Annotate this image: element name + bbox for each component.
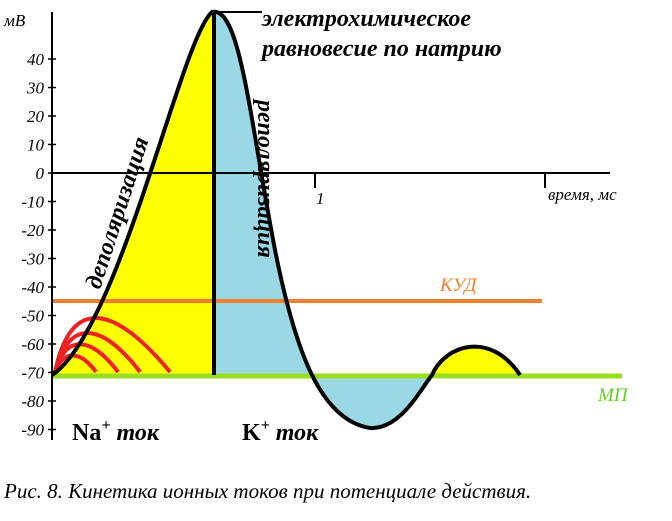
- y-tick-label: -20: [21, 221, 44, 240]
- annotation: реполяризация: [252, 98, 278, 258]
- word: ток: [116, 420, 159, 446]
- y-tick-label: -90: [21, 421, 44, 440]
- y-tick-label: 40: [27, 50, 45, 69]
- y-tick-label: -60: [21, 335, 44, 354]
- action-potential-curve: [50, 9, 522, 431]
- sodium-current: Na+ ток: [72, 417, 160, 446]
- y-tick-label: -50: [21, 307, 44, 326]
- y-tick-label: 10: [27, 136, 45, 155]
- y-ticks: 40 30 20 10 0 -10 -20 -30 -40 -50 -60 -70 -80 -90: [21, 50, 56, 440]
- y-tick-label: -10: [21, 193, 44, 212]
- y-tick-label: 0: [36, 164, 45, 183]
- y-tick-label: -80: [21, 392, 44, 411]
- charge: +: [101, 417, 110, 434]
- caption: Рис. 8. Кинетика ионных токов при потенц…: [3, 479, 531, 503]
- potassium-current: K+ ток: [242, 417, 319, 446]
- resting-label: МП: [597, 385, 629, 406]
- repolarization-area: [212, 11, 432, 429]
- x-tick-label: 1: [316, 189, 325, 208]
- x-axis-label: время, мс: [548, 185, 617, 204]
- y-tick-label: -30: [21, 250, 44, 269]
- y-tick-label: -40: [21, 278, 44, 297]
- annotation: электрохимическое: [261, 6, 471, 32]
- ion: Na: [72, 420, 101, 446]
- ion: K: [242, 420, 261, 446]
- y-tick-label: 30: [26, 79, 45, 98]
- charge: +: [261, 417, 270, 434]
- annotation: равновесие по натрию: [260, 36, 502, 62]
- y-tick-label: 20: [27, 107, 45, 126]
- y-unit: мВ: [3, 11, 26, 30]
- y-tick-label: -70: [21, 364, 44, 383]
- threshold-label: КУД: [439, 275, 477, 296]
- word: ток: [276, 420, 319, 446]
